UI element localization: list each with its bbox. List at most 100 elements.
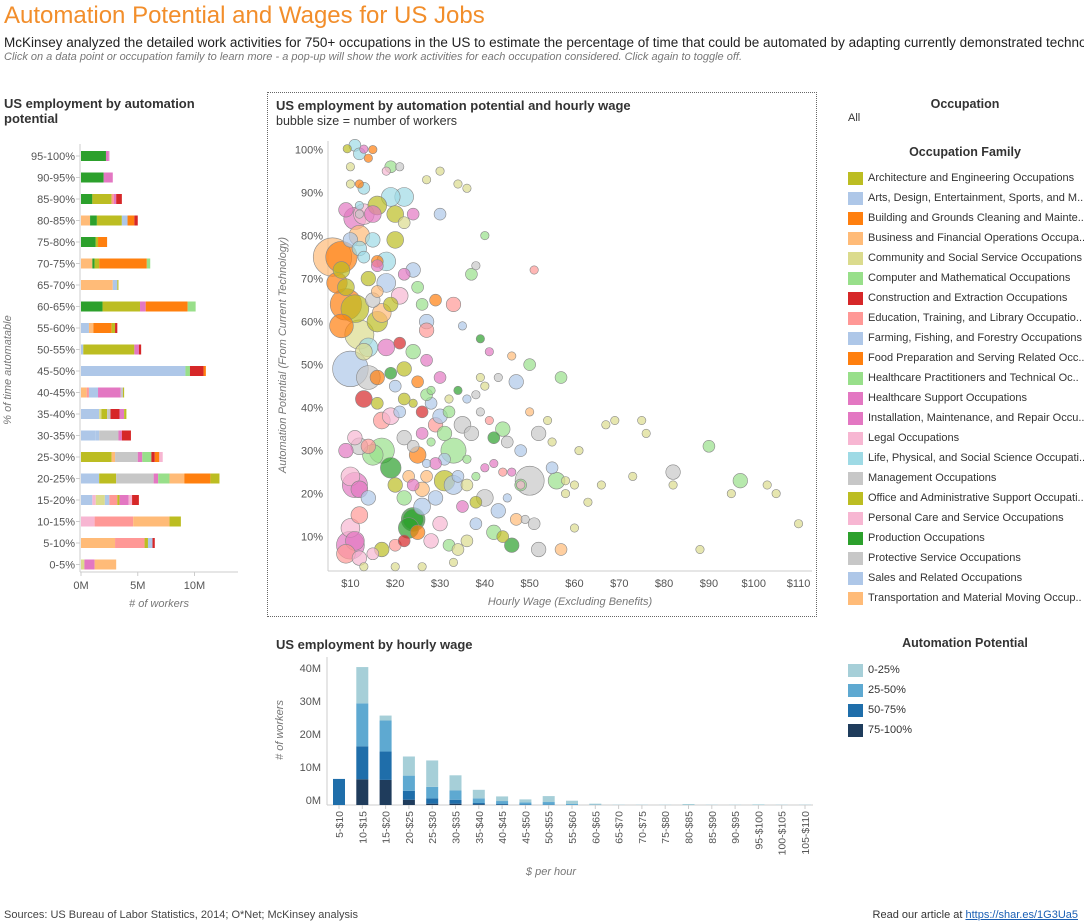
scatter-point[interactable] — [387, 477, 403, 493]
bar-segment[interactable] — [133, 516, 170, 527]
scatter-point[interactable] — [337, 278, 355, 296]
bar-segment[interactable] — [119, 495, 129, 505]
scatter-point[interactable] — [426, 437, 436, 447]
scatter-point[interactable] — [396, 430, 412, 446]
scatter-point[interactable] — [364, 205, 382, 223]
bar-segment[interactable] — [113, 194, 117, 204]
scatter-point[interactable] — [435, 166, 445, 176]
bar-segment[interactable] — [154, 452, 160, 462]
scatter-point[interactable] — [574, 446, 584, 456]
bar-segment[interactable] — [101, 409, 108, 419]
scatter-point[interactable] — [475, 334, 485, 344]
hist-bar-segment[interactable] — [542, 796, 555, 803]
scatter-point[interactable] — [514, 444, 527, 457]
scatter-point[interactable] — [354, 179, 364, 189]
scatter-point[interactable] — [368, 145, 378, 155]
hist-bar-segment[interactable] — [426, 798, 439, 804]
scatter-point[interactable] — [369, 369, 385, 386]
scatter-point[interactable] — [342, 144, 352, 154]
wage-scatter-chart[interactable]: 10% 20% 30% 40% 50% 60% 70% 80% 90% 100% $10 $20 $30… — [268, 135, 816, 615]
scatter-point[interactable] — [543, 415, 553, 425]
scatter-point[interactable] — [410, 524, 426, 540]
scatter-point[interactable] — [365, 232, 381, 248]
scatter-point[interactable] — [498, 467, 508, 477]
scatter-point[interactable] — [386, 205, 404, 223]
scatter-point[interactable] — [637, 415, 647, 425]
hist-bar-segment[interactable] — [449, 790, 462, 800]
scatter-point[interactable] — [396, 361, 412, 377]
bar-segment[interactable] — [81, 151, 106, 161]
scatter-point[interactable] — [463, 425, 479, 441]
scatter-point[interactable] — [422, 458, 432, 468]
hist-bar-segment[interactable] — [589, 803, 602, 805]
hist-bar-segment[interactable] — [472, 798, 485, 804]
scatter-point[interactable] — [359, 144, 369, 154]
scatter-point[interactable] — [487, 431, 501, 444]
scatter-point[interactable] — [554, 543, 568, 556]
hist-bar-segment[interactable] — [682, 804, 695, 805]
scatter-point[interactable] — [702, 440, 716, 453]
scatter-point[interactable] — [351, 550, 367, 566]
bar-segment[interactable] — [81, 258, 93, 269]
scatter-point[interactable] — [332, 261, 351, 279]
scatter-point[interactable] — [545, 461, 559, 475]
scatter-point[interactable] — [390, 562, 400, 572]
family-legend-item[interactable]: Office and Administrative Support Occupa… — [848, 488, 1084, 508]
bar-segment[interactable] — [152, 538, 155, 548]
scatter-point[interactable] — [384, 366, 397, 380]
family-legend-item[interactable]: Computer and Mathematical Occupations — [848, 268, 1084, 288]
bar-segment[interactable] — [81, 473, 100, 484]
hist-bar-segment[interactable] — [426, 803, 439, 805]
bar-segment[interactable] — [81, 280, 113, 290]
scatter-point[interactable] — [388, 379, 402, 393]
bar-segment[interactable] — [169, 473, 185, 484]
scatter-point[interactable] — [525, 407, 535, 417]
scatter-point[interactable] — [462, 183, 472, 193]
bar-segment[interactable] — [103, 172, 106, 183]
hist-bar-segment[interactable] — [402, 790, 415, 800]
scatter-point[interactable] — [496, 530, 510, 543]
scatter-point[interactable] — [456, 500, 469, 513]
scatter-point[interactable] — [380, 457, 402, 479]
scatter-point[interactable] — [453, 385, 463, 395]
scatter-point[interactable] — [508, 374, 524, 390]
hist-bar-segment[interactable] — [496, 804, 509, 805]
family-legend-item[interactable]: Protective Service Occupations — [848, 548, 1084, 568]
bar-segment[interactable] — [110, 409, 120, 419]
scatter-point[interactable] — [596, 480, 606, 490]
hist-bar-segment[interactable] — [449, 803, 462, 805]
hist-bar-segment[interactable] — [356, 746, 369, 780]
family-legend-item[interactable]: Community and Social Service Occupations — [848, 248, 1084, 268]
scatter-point[interactable] — [397, 216, 411, 229]
bar-segment[interactable] — [96, 215, 122, 226]
scatter-point[interactable] — [502, 493, 512, 503]
bar-segment[interactable] — [94, 516, 134, 527]
bar-segment[interactable] — [81, 237, 96, 247]
scatter-point[interactable] — [527, 517, 541, 530]
scatter-point[interactable] — [419, 322, 435, 338]
bar-segment[interactable] — [187, 301, 196, 312]
scatter-point[interactable] — [501, 435, 514, 449]
bar-segment[interactable] — [88, 387, 99, 398]
hist-bar-segment[interactable] — [472, 803, 485, 805]
bar-segment[interactable] — [81, 366, 186, 376]
scatter-point[interactable] — [350, 506, 369, 524]
scatter-point[interactable] — [726, 489, 736, 499]
scatter-point[interactable] — [457, 321, 467, 331]
scatter-point[interactable] — [397, 392, 411, 406]
family-legend-item[interactable]: Education, Training, and Library Occupat… — [848, 308, 1084, 328]
scatter-point[interactable] — [628, 471, 638, 481]
scatter-point[interactable] — [601, 420, 611, 430]
scatter-point[interactable] — [420, 470, 433, 483]
hist-bar-segment[interactable] — [356, 779, 369, 805]
bar-segment[interactable] — [138, 344, 142, 355]
scatter-point[interactable] — [386, 231, 404, 249]
scatter-point[interactable] — [480, 381, 490, 391]
scatter-point[interactable] — [355, 390, 373, 408]
hist-bar-segment[interactable] — [356, 703, 369, 747]
scatter-point[interactable] — [569, 480, 579, 490]
scatter-point[interactable] — [547, 437, 557, 447]
scatter-point[interactable] — [480, 463, 490, 473]
scatter-point[interactable] — [433, 207, 447, 221]
bar-segment[interactable] — [98, 387, 121, 398]
